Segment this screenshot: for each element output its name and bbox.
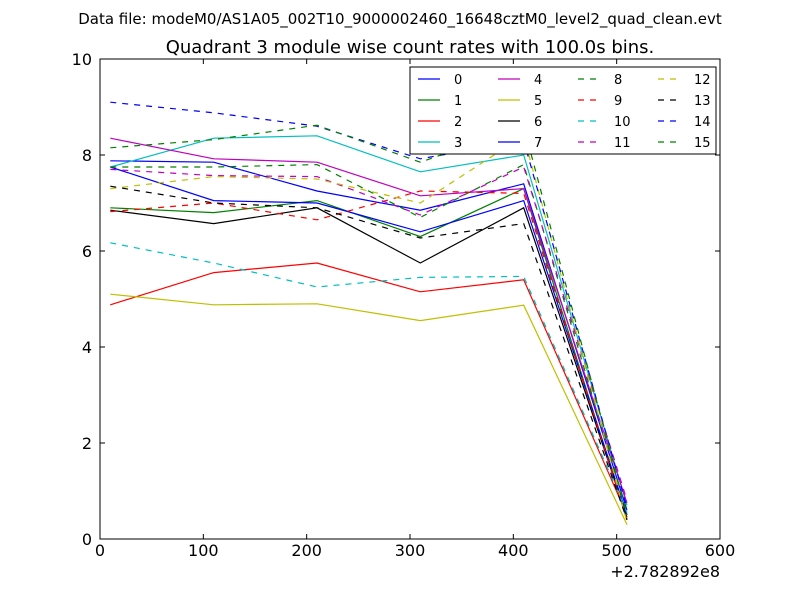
- y-tick-label: 8: [82, 146, 92, 165]
- legend-label-11: 11: [614, 136, 631, 151]
- legend-label-12: 12: [694, 73, 711, 88]
- legend-label-5: 5: [534, 94, 542, 109]
- y-tick-label: 4: [82, 338, 92, 357]
- legend-label-4: 4: [534, 73, 542, 88]
- series-line-14: [110, 101, 628, 508]
- legend-label-0: 0: [454, 73, 462, 88]
- series-line-11: [110, 166, 628, 501]
- legend-label-3: 3: [454, 136, 462, 151]
- series-line-1: [110, 187, 628, 520]
- series-line-9: [110, 190, 628, 520]
- legend-label-9: 9: [614, 94, 622, 109]
- x-tick-label: 400: [498, 541, 529, 560]
- series-line-10: [110, 242, 628, 513]
- series-line-6: [110, 206, 628, 518]
- y-tick-label: 10: [72, 50, 92, 69]
- x-tick-label: 500: [601, 541, 632, 560]
- x-tick-label: 600: [705, 541, 736, 560]
- series-line-5: [110, 293, 628, 525]
- series-line-7: [110, 166, 628, 516]
- legend-label-10: 10: [614, 115, 631, 130]
- series-line-15: [110, 124, 628, 516]
- x-offset-label: +2.782892e8: [610, 562, 720, 581]
- series-line-3: [110, 135, 628, 506]
- series-line-4: [110, 137, 628, 504]
- legend-box: [409, 66, 717, 155]
- x-tick-label: 300: [395, 541, 426, 560]
- legend-label-2: 2: [454, 115, 462, 130]
- legend-label-15: 15: [694, 136, 711, 151]
- legend-label-13: 13: [694, 94, 711, 109]
- y-tick-label: 2: [82, 434, 92, 453]
- legend-label-7: 7: [534, 136, 542, 151]
- series-line-12: [110, 134, 628, 523]
- x-tick-label: 200: [291, 541, 322, 560]
- chart-title: Quadrant 3 module wise count rates with …: [166, 37, 655, 58]
- x-tick-label: 100: [188, 541, 219, 560]
- legend-label-1: 1: [454, 94, 462, 109]
- y-tick-label: 0: [82, 530, 92, 549]
- y-tick-label: 6: [82, 242, 92, 261]
- series-line-0: [110, 160, 628, 511]
- legend-label-8: 8: [614, 73, 622, 88]
- series-layer: [110, 101, 628, 525]
- x-tick-label: 0: [95, 541, 105, 560]
- suptitle: Data file: modeM0/AS1A05_002T10_90000024…: [78, 10, 722, 29]
- series-line-2: [110, 262, 628, 516]
- series-line-8: [110, 163, 628, 513]
- legend-label-14: 14: [694, 115, 711, 130]
- legend-label-6: 6: [534, 115, 542, 130]
- series-line-13: [110, 185, 628, 520]
